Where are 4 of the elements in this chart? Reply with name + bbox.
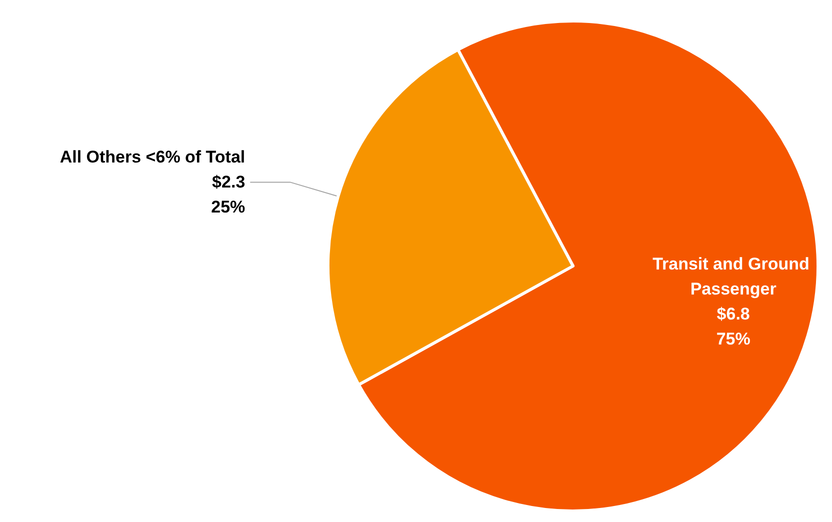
data-label: $6.8 75% [716, 304, 750, 349]
data-label: $2.3 25% [211, 172, 246, 217]
slice-label: All Others <6% of Total [60, 148, 246, 167]
slice-label: Transit and Ground Passenger [652, 254, 814, 299]
